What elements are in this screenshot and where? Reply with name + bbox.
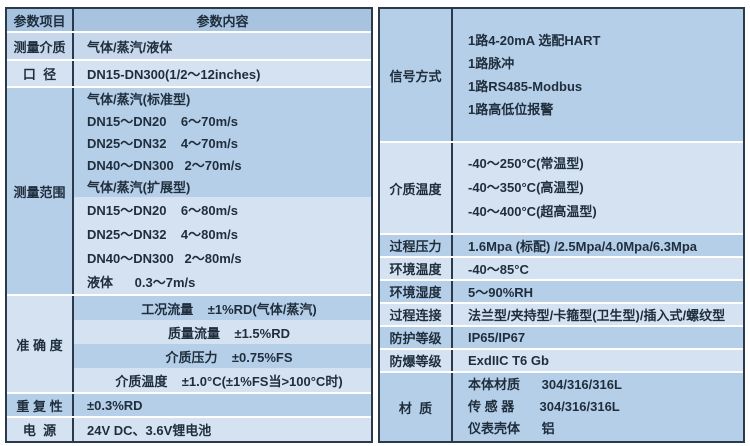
signal-line: 1路高低位报警	[468, 102, 554, 117]
ambient-humidity-label: 环境湿度	[380, 281, 453, 302]
row-accuracy: 准 确 度 工况流量 ±1%RD(气体/蒸汽) 质量流量 ±1.5%RD 介质压…	[7, 296, 371, 394]
row-diameter: 口 径 DN15-DN300(1/2～12inches)	[7, 61, 371, 88]
row-material: 材 质 本体材质 304/316/316L 传 感 器 304/316/316L…	[380, 373, 743, 441]
accuracy-item: 介质压力 ±0.75%FS	[74, 344, 371, 368]
diameter-label: 口 径	[7, 61, 74, 86]
medium-temperature-content: -40～250°C(常温型) -40～350°C(高温型) -40～400°C(…	[453, 143, 743, 233]
row-power: 电 源 24V DC、3.6V锂电池	[7, 418, 371, 441]
process-connection-label: 过程连接	[380, 304, 453, 325]
temperature-line: -40～250°C(常温型)	[468, 156, 584, 171]
range-extended-block: DN15～DN20 6～80m/s DN25～DN32 4～80m/s DN40…	[74, 197, 371, 294]
measuring-range-label: 测量范围	[7, 88, 74, 294]
range-line: DN15～DN20 6～80m/s	[87, 202, 239, 218]
table-header-row: 参数项目 参数内容	[7, 9, 371, 33]
material-lines: 本体材质 304/316/316L 传 感 器 304/316/316L 仪表壳…	[453, 373, 743, 441]
row-explosion-proof-rating: 防爆等级 ExdIIC T6 Gb	[380, 350, 743, 373]
ambient-temperature-value: -40～85°C	[453, 258, 743, 279]
range-line: DN40～DN300 2～70m/s	[87, 157, 242, 173]
accuracy-content: 工况流量 ±1%RD(气体/蒸汽) 质量流量 ±1.5%RD 介质压力 ±0.7…	[74, 296, 371, 392]
measuring-range-content: 气体/蒸汽(标准型) DN15～DN20 6～70m/s DN25～DN32 4…	[74, 88, 371, 294]
measuring-medium-value: 气体/蒸汽/液体	[74, 33, 371, 59]
row-process-pressure: 过程压力 1.6Mpa (标配) /2.5Mpa/4.0Mpa/6.3Mpa	[380, 235, 743, 258]
explosion-proof-value: ExdIIC T6 Gb	[453, 350, 743, 371]
medium-temperature-label: 介质温度	[380, 143, 453, 233]
row-signal-mode: 信号方式 1路4-20mA 选配HART 1路脉冲 1路RS485-Modbus…	[380, 9, 743, 143]
accuracy-item: 介质温度 ±1.0°C(±1%FS当>100°C时)	[74, 368, 371, 392]
range-line: DN25～DN32 4～80m/s	[87, 226, 239, 242]
signal-mode-lines: 1路4-20mA 选配HART 1路脉冲 1路RS485-Modbus 1路高低…	[453, 9, 743, 141]
explosion-proof-label: 防爆等级	[380, 350, 453, 371]
ambient-temperature-label: 环境温度	[380, 258, 453, 279]
row-protection-rating: 防护等级 IP65/IP67	[380, 327, 743, 350]
process-connection-value: 法兰型/夹持型/卡箍型(卫生型)/插入式/螺纹型	[453, 304, 743, 325]
protection-rating-value: IP65/IP67	[453, 327, 743, 348]
range-line: DN15～DN20 6～70m/s	[87, 114, 239, 130]
range-line: DN40～DN300 2～80m/s	[87, 251, 242, 267]
material-label: 材 质	[380, 373, 453, 441]
protection-rating-label: 防护等级	[380, 327, 453, 348]
process-pressure-label: 过程压力	[380, 235, 453, 256]
row-repeatability: 重 复 性 ±0.3%RD	[7, 394, 371, 418]
row-medium-temperature: 介质温度 -40～250°C(常温型) -40～350°C(高温型) -40～4…	[380, 143, 743, 235]
range-standard-block: 气体/蒸汽(标准型) DN15～DN20 6～70m/s DN25～DN32 4…	[74, 88, 371, 197]
signal-line: 1路RS485-Modbus	[468, 79, 583, 94]
range-line: 液体 0.3～7m/s	[87, 275, 196, 291]
right-spec-table: 信号方式 1路4-20mA 选配HART 1路脉冲 1路RS485-Modbus…	[378, 7, 745, 443]
accuracy-item: 质量流量 ±1.5%RD	[74, 320, 371, 344]
row-process-connection: 过程连接 法兰型/夹持型/卡箍型(卫生型)/插入式/螺纹型	[380, 304, 743, 327]
repeatability-value: ±0.3%RD	[74, 394, 371, 416]
row-measuring-range: 测量范围 气体/蒸汽(标准型) DN15～DN20 6～70m/s DN25～D…	[7, 88, 371, 296]
signal-line: 1路脉冲	[468, 56, 515, 71]
power-value: 24V DC、3.6V锂电池	[74, 418, 371, 441]
temperature-line: -40～400°C(超高温型)	[468, 204, 597, 219]
row-ambient-humidity: 环境湿度 5～90%RH	[380, 281, 743, 304]
header-content-label: 参数内容	[74, 9, 371, 31]
process-pressure-value: 1.6Mpa (标配) /2.5Mpa/4.0Mpa/6.3Mpa	[453, 235, 743, 256]
repeatability-label: 重 复 性	[7, 394, 74, 416]
range-line: DN25～DN32 4～70m/s	[87, 135, 239, 151]
material-line: 仪表壳体 铝	[468, 421, 555, 436]
left-spec-table: 参数项目 参数内容 测量介质 气体/蒸汽/液体 口 径 DN15-DN300(1…	[5, 7, 373, 443]
accuracy-item: 工况流量 ±1%RD(气体/蒸汽)	[74, 296, 371, 320]
measuring-medium-label: 测量介质	[7, 33, 74, 59]
diameter-value: DN15-DN300(1/2～12inches)	[74, 61, 371, 86]
material-line: 传 感 器 304/316/316L	[468, 399, 620, 414]
ambient-humidity-value: 5～90%RH	[453, 281, 743, 302]
signal-mode-label: 信号方式	[380, 9, 453, 141]
row-ambient-temperature: 环境温度 -40～85°C	[380, 258, 743, 281]
signal-mode-content: 1路4-20mA 选配HART 1路脉冲 1路RS485-Modbus 1路高低…	[453, 9, 743, 141]
accuracy-label: 准 确 度	[7, 296, 74, 392]
signal-line: 1路4-20mA 选配HART	[468, 33, 601, 48]
header-param-label: 参数项目	[7, 9, 74, 31]
row-measuring-medium: 测量介质 气体/蒸汽/液体	[7, 33, 371, 61]
material-line: 本体材质 304/316/316L	[468, 377, 622, 392]
material-content: 本体材质 304/316/316L 传 感 器 304/316/316L 仪表壳…	[453, 373, 743, 441]
power-label: 电 源	[7, 418, 74, 441]
range-line: 气体/蒸汽(扩展型)	[87, 179, 191, 195]
range-line: 气体/蒸汽(标准型)	[87, 92, 191, 108]
medium-temperature-lines: -40～250°C(常温型) -40～350°C(高温型) -40～400°C(…	[453, 143, 743, 233]
temperature-line: -40～350°C(高温型)	[468, 180, 584, 195]
